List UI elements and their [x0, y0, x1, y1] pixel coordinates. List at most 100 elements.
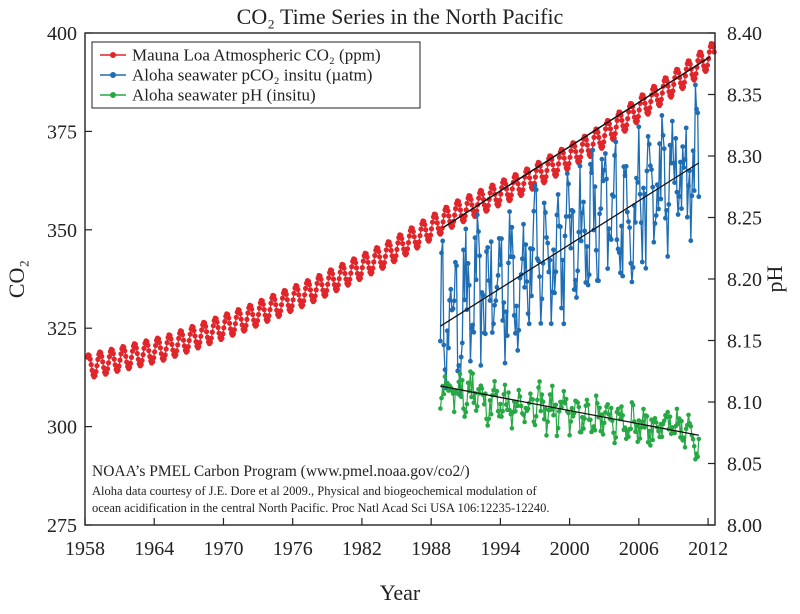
mauna-loa-point: [358, 271, 364, 277]
mauna-loa-point: [303, 285, 309, 291]
aloha-ph-point: [648, 443, 653, 448]
aloha-ph-point: [507, 407, 512, 413]
mauna-loa-point: [504, 192, 511, 198]
mauna-loa-point: [300, 302, 306, 308]
aloha-ph-point: [495, 409, 501, 414]
mauna-loa-point: [150, 359, 156, 365]
mauna-loa-point: [249, 306, 255, 312]
mauna-loa-point: [237, 311, 243, 317]
aloha-ph-point: [613, 435, 619, 440]
aloha-ph-point: [682, 445, 688, 450]
mauna-loa-point: [284, 297, 290, 303]
mauna-loa-point: [565, 165, 571, 171]
legend-label: Aloha seawater pCO₂ insitu (µatm): [132, 66, 372, 85]
mauna-loa-point: [619, 117, 625, 123]
mauna-loa-point: [579, 141, 586, 147]
mauna-loa-point: [435, 225, 441, 231]
mauna-loa-point: [452, 212, 458, 218]
aloha-ph-point: [517, 394, 523, 399]
aloha-pco2-point: [573, 277, 578, 283]
aloha-ph-point: [545, 419, 550, 425]
mauna-loa-point: [433, 215, 439, 221]
mauna-loa-point: [256, 305, 262, 311]
mauna-loa-point: [313, 287, 319, 293]
aloha-ph-point: [479, 386, 485, 391]
aloha-pco2-point: [539, 296, 545, 302]
mauna-loa-point: [704, 62, 711, 68]
x-tick-label: 1994: [480, 538, 520, 560]
y-left-axis-title: CO₂: [4, 260, 29, 298]
mauna-loa-point: [323, 292, 329, 298]
aloha-pco2-point: [596, 278, 601, 284]
mauna-loa-point: [307, 287, 313, 293]
mauna-loa-point: [657, 101, 664, 107]
aloha-ph-point: [656, 429, 661, 434]
aloha-ph-point: [456, 379, 462, 385]
aloha-pco2-point: [598, 206, 604, 212]
aloha-ph-point: [528, 391, 533, 397]
aloha-pco2-point: [560, 257, 566, 263]
aloha-pco2-point: [571, 287, 577, 292]
aloha-ph-point: [481, 402, 487, 407]
aloha-ph-point: [438, 406, 443, 411]
mauna-loa-point: [197, 339, 203, 345]
mauna-loa-point: [542, 178, 548, 184]
mauna-loa-point: [357, 275, 363, 281]
mauna-loa-point: [394, 246, 400, 253]
aloha-ph-point: [509, 426, 515, 431]
aloha-pco2-point: [639, 259, 645, 265]
aloha-pco2-point: [564, 171, 570, 177]
mauna-loa-point: [318, 276, 324, 282]
aloha-pco2-point: [597, 211, 602, 217]
y-right-tick-label: 8.00: [727, 515, 762, 537]
aloha-pco2-trend-line: [440, 162, 700, 327]
aloha-ph-point: [535, 397, 540, 403]
aloha-ph-point: [533, 414, 539, 419]
mauna-loa-point: [192, 333, 198, 339]
aloha-pco2-point: [458, 354, 464, 360]
aloha-ph-point: [537, 379, 542, 384]
aloha-ph-point: [513, 409, 518, 414]
aloha-ph-point: [644, 413, 650, 419]
mauna-loa-point: [561, 155, 567, 161]
aloha-pco2-point: [548, 321, 554, 327]
mauna-loa-point: [104, 366, 111, 372]
aloha-pco2-point: [605, 266, 611, 271]
aloha-pco2-point: [489, 330, 495, 335]
aloha-pco2-point: [629, 279, 635, 285]
series-aloha-pco2: [438, 82, 702, 398]
aloha-pco2-point: [646, 141, 652, 147]
aloha-ph-point: [515, 403, 520, 409]
mauna-loa-point: [484, 207, 490, 213]
aloha-ph-point: [471, 400, 477, 406]
mauna-loa-point: [283, 291, 289, 297]
mauna-loa-point: [124, 359, 130, 365]
mauna-loa-point: [110, 351, 116, 357]
aloha-pco2-point: [516, 327, 522, 333]
aloha-pco2-point: [504, 333, 510, 338]
mauna-loa-point: [642, 100, 648, 106]
mauna-loa-point: [141, 345, 147, 351]
mauna-loa-point: [238, 316, 244, 322]
mauna-loa-point: [693, 71, 699, 77]
aloha-ph-point: [568, 419, 574, 424]
mauna-loa-point: [625, 116, 631, 122]
aloha-ph-point: [630, 402, 636, 408]
aloha-ph-point: [465, 380, 471, 386]
mauna-loa-point: [572, 143, 578, 149]
x-tick-label: 1988: [411, 538, 451, 560]
mauna-loa-point: [507, 196, 513, 202]
aloha-ph-point: [488, 411, 494, 417]
aloha-pco2-point: [477, 253, 482, 259]
aloha-pco2-point: [478, 363, 484, 368]
legend-label: Aloha seawater pH (insitu): [132, 86, 316, 105]
mauna-loa-point: [692, 75, 698, 81]
mauna-loa-point: [196, 344, 202, 350]
mauna-loa-point: [577, 158, 583, 164]
mauna-loa-point: [233, 314, 239, 320]
mauna-loa-point: [288, 307, 294, 313]
aloha-pco2-point: [450, 306, 456, 312]
mauna-loa-point: [129, 348, 136, 354]
mauna-loa-point: [496, 202, 502, 208]
